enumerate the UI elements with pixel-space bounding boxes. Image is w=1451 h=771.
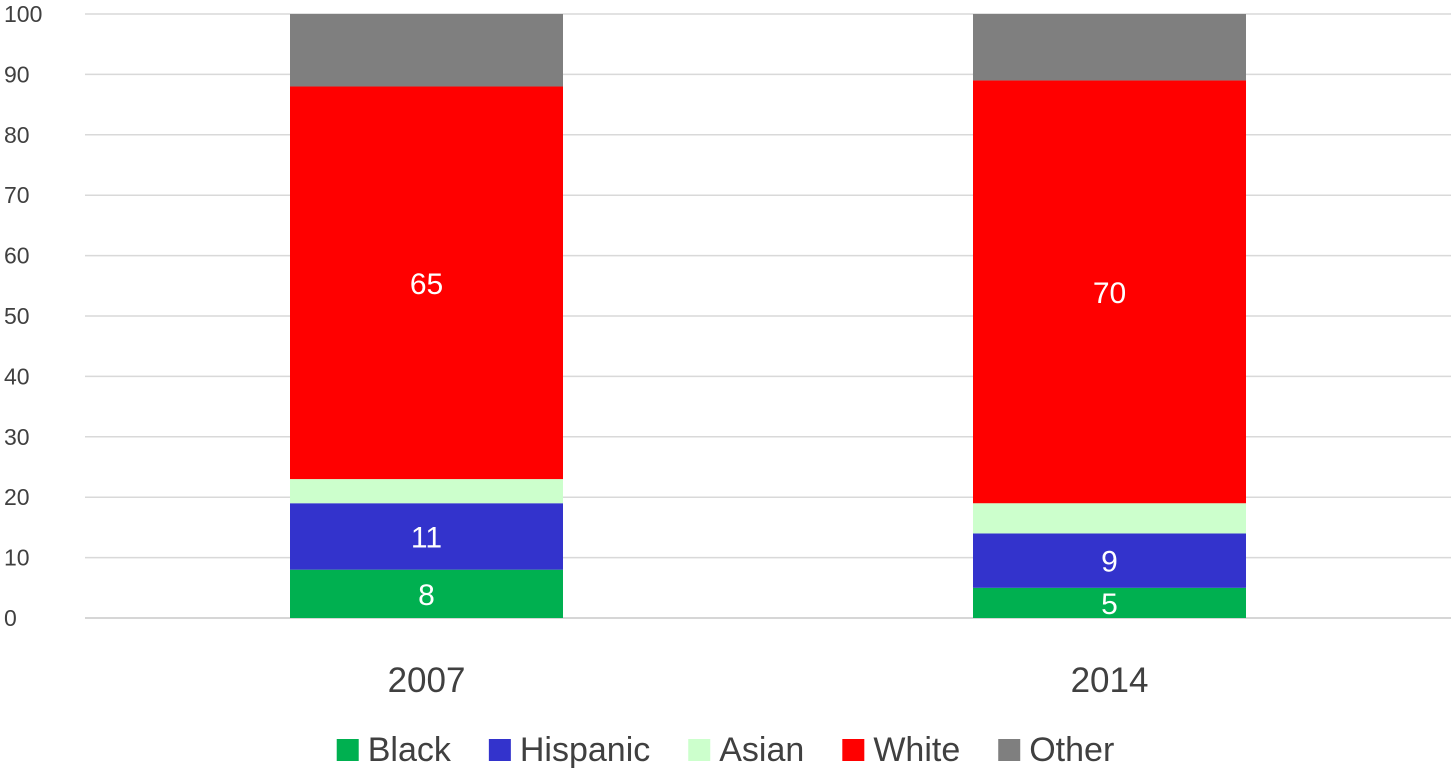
y-tick-label: 60 (4, 243, 30, 269)
bar-segment-white (973, 80, 1246, 504)
gridlines (85, 13, 1451, 619)
bar-segment-other (290, 14, 563, 87)
bar-segment-black (290, 569, 563, 618)
bar-segment-asian (973, 503, 1246, 534)
legend-swatch-other (998, 739, 1021, 761)
data-label: 5 (1101, 588, 1118, 621)
legend-swatch-hispanic (488, 739, 511, 761)
bar-segment-hispanic (973, 533, 1246, 588)
bar-segment-other (973, 14, 1246, 81)
y-tick-label: 50 (4, 303, 30, 329)
x-axis-category-labels: 2007 2014 (388, 661, 1149, 700)
x-category-label: 2014 (1071, 661, 1149, 700)
bar-segment-black (973, 587, 1246, 618)
legend-swatch-black (336, 739, 359, 761)
data-labels: 8 11 65 5 9 70 (410, 268, 1126, 621)
legend-label: Other (1029, 731, 1114, 769)
legend-swatch-asian (688, 739, 711, 761)
legend: Black Hispanic Asian White Other (336, 731, 1114, 769)
bar-segment-white (290, 86, 563, 480)
data-label: 70 (1093, 277, 1126, 310)
legend-label: Asian (719, 731, 804, 769)
y-tick-label: 70 (4, 182, 30, 208)
y-tick-label: 30 (4, 424, 30, 450)
y-tick-label: 0 (4, 605, 17, 631)
bar-segment-hispanic (290, 503, 563, 570)
data-label: 65 (410, 268, 443, 301)
legend-swatch-white (842, 739, 865, 761)
legend-label: White (873, 731, 960, 769)
data-label: 9 (1101, 546, 1118, 579)
y-tick-label: 10 (4, 545, 30, 571)
data-label: 8 (418, 579, 435, 612)
bars (290, 14, 1246, 618)
y-tick-label: 40 (4, 363, 30, 389)
legend-label: Black (368, 731, 452, 769)
y-tick-label: 80 (4, 122, 30, 148)
bar-segment-asian (290, 479, 563, 504)
y-tick-label: 90 (4, 61, 30, 87)
y-axis-tick-labels: 0 10 20 30 40 50 60 70 80 90 100 (4, 1, 42, 631)
y-tick-label: 100 (4, 1, 42, 27)
data-label: 11 (411, 521, 442, 554)
y-tick-label: 20 (4, 484, 30, 510)
x-category-label: 2007 (388, 661, 466, 700)
legend-label: Hispanic (520, 731, 650, 769)
